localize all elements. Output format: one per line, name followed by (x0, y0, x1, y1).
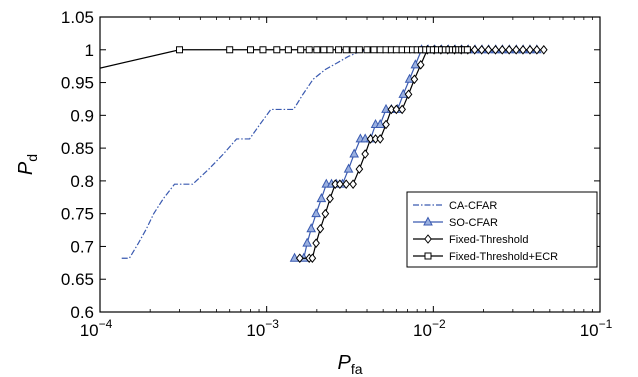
data-point (398, 88, 409, 98)
data-point (335, 46, 343, 54)
data-point (363, 46, 371, 54)
data-point (306, 223, 317, 233)
data-point (349, 179, 357, 189)
legend-label: Fixed-Threshold (449, 234, 528, 246)
data-point (349, 148, 360, 158)
data-point (284, 46, 292, 54)
x-axis-label-sub: fa (351, 361, 363, 377)
data-point (376, 134, 385, 144)
data-point (533, 44, 541, 55)
legend-marker (424, 234, 432, 244)
data-point (366, 134, 375, 144)
data-point (498, 44, 507, 55)
data-point (404, 89, 413, 100)
legend: CA-CFAR SO-CFAR Fixed-Threshold Fixed-Thres… (406, 191, 598, 268)
data-point (316, 223, 325, 234)
x-tick-label: 10−4 (80, 317, 113, 340)
data-point (376, 46, 384, 54)
data-point (416, 60, 425, 70)
x-axis-label: Pfa (337, 352, 362, 377)
y-tick-label: 0.75 (61, 205, 94, 224)
y-axis-label-sub: d (24, 154, 40, 162)
y-tick-label: 0.8 (70, 172, 94, 191)
data-point (320, 46, 328, 54)
plot-content (100, 44, 548, 264)
data-point (539, 44, 548, 55)
data-point (342, 179, 351, 189)
data-point (398, 104, 406, 115)
data-point (361, 149, 370, 159)
x-tick-label: 10−3 (246, 317, 279, 340)
data-point (326, 46, 334, 54)
data-point (176, 46, 184, 54)
legend-item: CA-CFAR (413, 200, 497, 212)
y-tick-label: 0.85 (61, 139, 94, 158)
data-point (308, 253, 317, 264)
y-tick-label: 1.05 (61, 8, 94, 27)
legend-item: Fixed-Threshold+ECR (413, 251, 558, 263)
y-tick-label: 0.9 (70, 106, 94, 125)
legend-item: SO-CFAR (413, 216, 498, 229)
data-point (305, 46, 313, 54)
data-point (316, 193, 327, 203)
plot-frame (99, 16, 601, 313)
data-point (313, 46, 321, 54)
data-point (321, 208, 330, 219)
data-point (226, 46, 234, 54)
data-point (349, 46, 357, 54)
data-point (259, 46, 267, 54)
x-tick-label: 10−2 (413, 317, 446, 340)
x-axis-label-main: P (337, 352, 351, 374)
data-point (355, 46, 363, 54)
data-point (382, 119, 390, 130)
data-point (375, 118, 386, 129)
data-point (355, 164, 364, 174)
data-point (247, 46, 255, 54)
data-point (410, 59, 421, 69)
data-point (505, 44, 513, 55)
legend-item: Fixed-Threshold (413, 234, 528, 246)
data-point (343, 163, 354, 173)
legend-marker (423, 216, 433, 226)
data-point (336, 179, 344, 189)
data-point (326, 193, 334, 204)
data-point (392, 104, 401, 115)
data-point (491, 44, 500, 55)
data-point (392, 46, 400, 54)
data-point (297, 46, 305, 54)
series-line (121, 49, 369, 259)
legend-label: CA-CFAR (449, 200, 497, 212)
x-tick-label: 10−1 (580, 317, 613, 340)
y-tick-label: 1 (85, 41, 94, 60)
data-point (387, 104, 396, 115)
y-tick-label: 0.65 (61, 270, 94, 289)
legend-label: Fixed-Threshold+ECR (449, 251, 558, 263)
y-axis-label-main: P (15, 161, 37, 175)
axis-ticks: 0.6 0.65 0.7 0.75 0.8 0.85 0.9 0.95 1 1.05 10−4 10−… (61, 8, 613, 340)
data-point (484, 44, 493, 55)
data-point (519, 44, 527, 55)
y-tick-label: 0.6 (70, 303, 94, 322)
data-point (312, 238, 320, 248)
data-point (342, 46, 350, 54)
data-point (370, 46, 378, 54)
data-point (295, 253, 304, 264)
data-point (273, 46, 281, 54)
data-point (302, 237, 313, 247)
data-point (410, 74, 419, 85)
data-point (477, 44, 486, 55)
y-axis-label: Pd (15, 154, 40, 175)
y-tick-label: 0.95 (61, 74, 94, 93)
legend-marker (424, 252, 432, 260)
data-point (311, 208, 321, 218)
y-tick-label: 0.7 (70, 237, 94, 256)
series-fixed-threshold-ecr (100, 46, 471, 69)
series-ca-cfar (121, 49, 369, 259)
data-point (526, 44, 534, 55)
data-point (470, 44, 479, 55)
legend-label: SO-CFAR (449, 217, 498, 229)
data-point (463, 46, 471, 54)
data-point (512, 44, 520, 55)
